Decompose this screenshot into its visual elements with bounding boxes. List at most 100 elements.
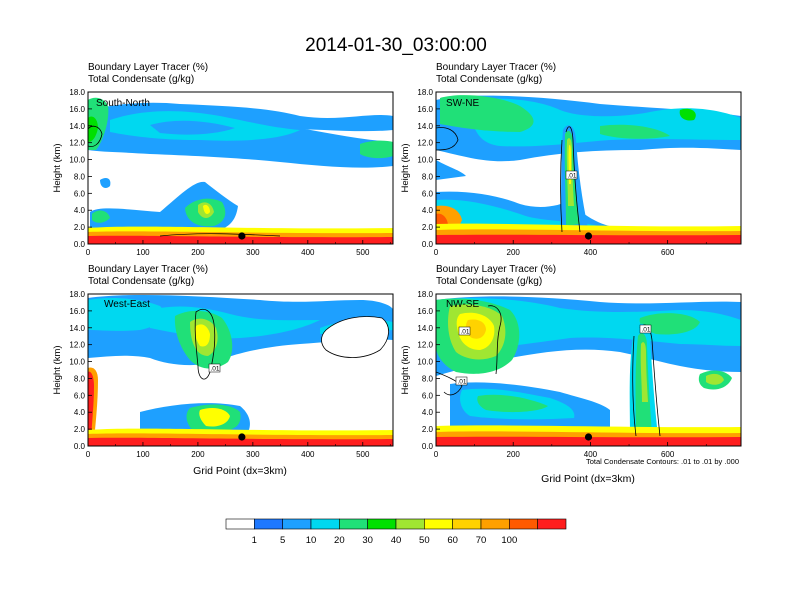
colorbar-label: 30 <box>362 535 373 546</box>
y-tick-label: 2.0 <box>422 223 434 232</box>
colorbar: 1 5 10 20 30 40 50 60 70 100 <box>225 518 567 546</box>
y-tick-label: 4.0 <box>422 206 434 215</box>
y-tick-label: 4.0 <box>74 206 86 215</box>
x-tick-label: 400 <box>301 450 315 459</box>
colorbar-label: 50 <box>419 535 430 546</box>
location-marker <box>238 232 246 240</box>
y-tick-label: 16.0 <box>417 307 433 316</box>
x-tick-label: 500 <box>356 248 370 257</box>
panel-region-label: SW-NE <box>446 98 479 109</box>
y-tick-label: 8.0 <box>74 172 86 181</box>
y-tick-label: 4.0 <box>74 408 86 417</box>
y-tick-label: 2.0 <box>74 223 86 232</box>
panel-region-label: West-East <box>104 299 150 310</box>
panel-subtitle-condensate: Total Condensate (g/kg) <box>88 276 194 287</box>
y-tick-label: 18.0 <box>417 88 433 97</box>
svg-text:.01: .01 <box>461 329 470 336</box>
tracer-field <box>436 95 741 244</box>
panel-region-label: NW-SE <box>446 299 479 310</box>
location-marker <box>238 433 246 441</box>
contour-label: .01 <box>639 324 652 334</box>
panel-subtitle-tracer: Boundary Layer Tracer (%) <box>88 62 208 73</box>
y-tick-label: 4.0 <box>422 408 434 417</box>
x-axis: 0 100 200 300 400 500 <box>86 442 391 459</box>
svg-text:.01: .01 <box>642 327 651 334</box>
x-axis: 0 200 400 600 <box>434 442 707 459</box>
figure-title: 2014-01-30_03:00:00 <box>305 35 487 56</box>
y-tick-label: 10.0 <box>417 156 433 165</box>
panel-subtitle-tracer: Boundary Layer Tracer (%) <box>436 264 556 275</box>
colorbar-label: 5 <box>280 535 285 546</box>
colorbar-swatch <box>424 518 453 530</box>
panel-subtitle-condensate: Total Condensate (g/kg) <box>436 276 542 287</box>
panel-region-label: South-North <box>96 98 150 109</box>
x-axis: 0 200 400 600 <box>434 240 707 257</box>
location-marker <box>584 232 593 240</box>
y-tick-label: 18.0 <box>69 290 85 299</box>
colorbar-label: 60 <box>447 535 458 546</box>
x-axis: 0 100 200 300 400 500 <box>86 240 391 257</box>
colorbar-swatch <box>282 518 312 530</box>
colorbar-swatch <box>367 518 397 530</box>
y-tick-label: 12.0 <box>417 139 433 148</box>
y-tick-label: 6.0 <box>422 391 434 400</box>
colorbar-label: 100 <box>501 535 517 546</box>
x-tick-label: 400 <box>584 450 598 459</box>
colorbar-label: 1 <box>252 535 257 546</box>
y-tick-label: 6.0 <box>74 391 86 400</box>
colorbar-swatch <box>254 518 283 530</box>
x-tick-label: 0 <box>86 248 91 257</box>
y-tick-label: 12.0 <box>69 139 85 148</box>
x-tick-label: 400 <box>584 248 598 257</box>
colorbar-swatch <box>339 518 368 530</box>
contour-label: .01 <box>455 376 468 386</box>
x-tick-label: 200 <box>507 248 521 257</box>
y-axis: 0.0 2.0 4.0 6.0 8.0 10.0 12.0 14.0 16.0 18.0 <box>417 290 440 451</box>
y-axis: 0.0 2.0 4.0 6.0 8.0 10.0 12.0 14.0 16.0 18.0 <box>69 88 92 249</box>
colorbar-swatch <box>452 518 482 530</box>
y-tick-label: 2.0 <box>422 425 434 434</box>
plot-frame <box>87 91 394 245</box>
x-tick-label: 200 <box>507 450 521 459</box>
y-tick-label: 10.0 <box>417 358 433 367</box>
y-tick-label: 6.0 <box>422 189 434 198</box>
x-tick-label: 300 <box>246 248 260 257</box>
colorbar-swatch <box>395 518 425 530</box>
y-tick-label: 10.0 <box>69 156 85 165</box>
panel-subtitle-condensate: Total Condensate (g/kg) <box>88 74 194 85</box>
y-tick-label: 18.0 <box>417 290 433 299</box>
y-axis: 0.0 2.0 4.0 6.0 8.0 10.0 12.0 14.0 16.0 18.0 <box>69 290 92 451</box>
x-axis-label-right: Grid Point (dx=3km) <box>541 473 635 485</box>
svg-text:.01: .01 <box>568 173 577 180</box>
panel-sw-ne: Boundary Layer Tracer (%) Total Condensa… <box>400 62 742 257</box>
location-marker <box>584 433 593 441</box>
panel-subtitle-condensate: Total Condensate (g/kg) <box>436 74 542 85</box>
y-tick-label: 2.0 <box>74 425 86 434</box>
x-tick-label: 0 <box>434 248 439 257</box>
x-tick-label: 200 <box>191 248 205 257</box>
colorbar-label: 20 <box>334 535 345 546</box>
y-tick-label: 0.0 <box>74 240 86 249</box>
y-tick-label: 14.0 <box>417 324 433 333</box>
tracer-field <box>88 294 393 446</box>
colorbar-label: 10 <box>306 535 317 546</box>
plot-frame <box>435 293 742 447</box>
y-axis: 0.0 2.0 4.0 6.0 8.0 10.0 12.0 14.0 16.0 18.0 <box>417 88 440 249</box>
y-tick-label: 10.0 <box>69 358 85 367</box>
y-tick-label: 8.0 <box>74 374 86 383</box>
svg-text:.01: .01 <box>458 379 467 386</box>
colorbar-swatch <box>480 518 510 530</box>
y-axis-label: Height (km) <box>400 345 411 394</box>
colorbar-label: 40 <box>391 535 402 546</box>
y-tick-label: 14.0 <box>69 122 85 131</box>
y-axis-label: Height (km) <box>400 143 411 192</box>
panel-subtitle-tracer: Boundary Layer Tracer (%) <box>436 62 556 73</box>
y-axis-label: Height (km) <box>52 345 63 394</box>
colorbar-label: 70 <box>476 535 487 546</box>
colorbar-swatch <box>310 518 340 530</box>
x-tick-label: 500 <box>356 450 370 459</box>
colorbar-swatch <box>537 518 567 530</box>
y-tick-label: 12.0 <box>69 341 85 350</box>
svg-text:.01: .01 <box>211 366 220 373</box>
